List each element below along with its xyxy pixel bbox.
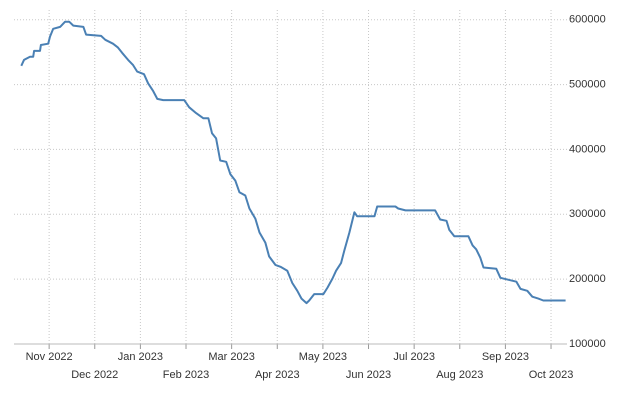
- x-tick-label: May 2023: [299, 351, 347, 363]
- x-tick-label: Jun 2023: [346, 369, 391, 381]
- x-tick-label: Sep 2023: [482, 351, 529, 363]
- y-tick-label: 400000: [569, 143, 606, 155]
- x-tick-label: Apr 2023: [255, 369, 300, 381]
- x-tick-label: Dec 2022: [71, 369, 118, 381]
- x-tick-label: Jul 2023: [393, 351, 435, 363]
- x-tick-label: Nov 2022: [26, 351, 73, 363]
- x-tick-label: Feb 2023: [163, 369, 209, 381]
- x-tick-label: Oct 2023: [529, 369, 574, 381]
- y-tick-label: 100000: [569, 338, 606, 350]
- x-tick-label: Aug 2023: [436, 369, 483, 381]
- y-tick-label: 500000: [569, 78, 606, 90]
- y-tick-label: 600000: [569, 14, 606, 26]
- x-tick-label: Mar 2023: [208, 351, 254, 363]
- y-tick-label: 200000: [569, 273, 606, 285]
- x-tick-label: Jan 2023: [118, 351, 163, 363]
- y-tick-label: 300000: [569, 208, 606, 220]
- line: [20, 20, 566, 305]
